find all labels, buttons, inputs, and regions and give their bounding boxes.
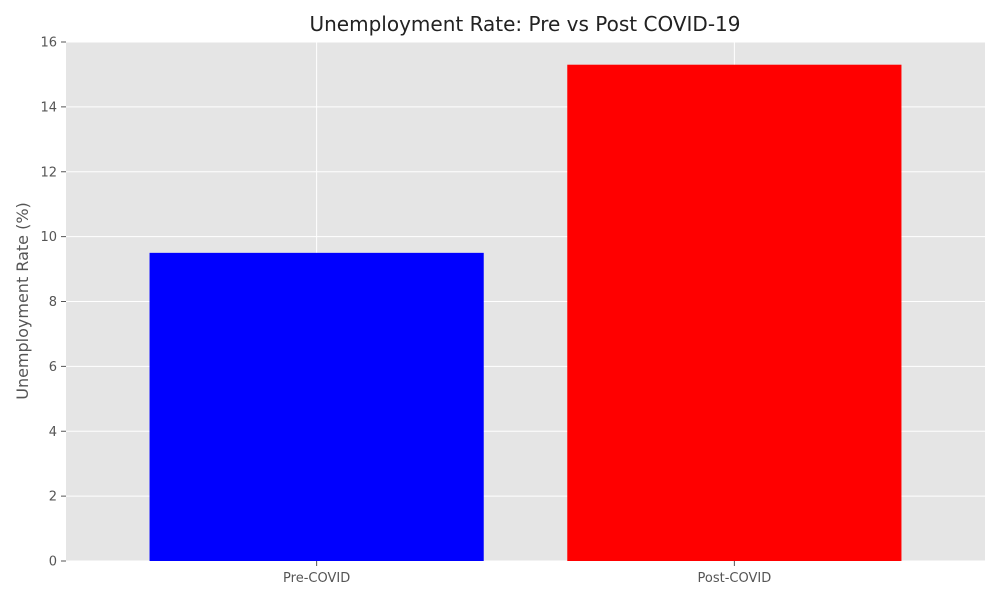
y-tick-label: 4 bbox=[49, 425, 57, 440]
bars bbox=[149, 64, 902, 562]
y-tick-label: 6 bbox=[49, 360, 57, 375]
x-tick-label: Pre-COVID bbox=[283, 571, 350, 586]
chart-title: Unemployment Rate: Pre vs Post COVID-19 bbox=[309, 12, 740, 36]
bar-pre-covid bbox=[149, 252, 484, 561]
y-tick-label: 8 bbox=[49, 295, 57, 310]
y-tick-label: 10 bbox=[40, 230, 57, 245]
y-tick-label: 16 bbox=[40, 36, 57, 51]
y-tick-label: 12 bbox=[40, 165, 57, 180]
y-tick-label: 2 bbox=[49, 490, 57, 505]
y-tick-label: 0 bbox=[49, 555, 57, 570]
x-axis: Pre-COVID Post-COVID bbox=[283, 561, 771, 586]
y-axis: 0 2 4 6 8 10 12 14 16 bbox=[40, 36, 66, 570]
y-tick-label: 14 bbox=[40, 100, 57, 115]
y-axis-label: Unemployment Rate (%) bbox=[13, 202, 32, 400]
bar-post-covid bbox=[567, 64, 902, 562]
x-tick-label: Post-COVID bbox=[698, 571, 772, 586]
